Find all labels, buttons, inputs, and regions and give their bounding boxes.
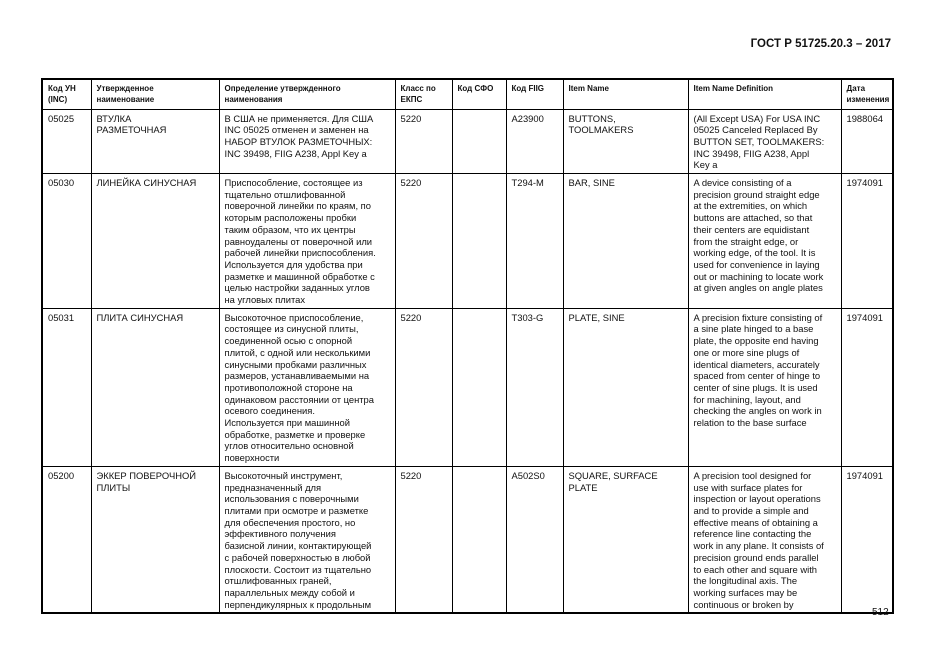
cell-fiig-code: A23900 [505,108,564,175]
cell-item-name: BUTTONS, TOOLMAKERS [562,108,689,175]
cell-approved-definition: Высокоточный инструмент, предназначенный… [218,465,396,614]
cell-approved-name: ЭККЕР ПОВЕРОЧНОЙ ПЛИТЫ [90,465,220,614]
cell-inc-code: 05200 [41,465,92,614]
table-row: 05031 ПЛИТА СИНУСНАЯ Высокоточное приспосо… [41,307,894,467]
header-approved-name: Утвержденное наименование [90,78,220,110]
cell-item-name: SQUARE, SURFACE PLATE [562,465,689,614]
header-sfo-code: Код СФО [451,78,507,110]
cell-approved-definition: В США не применяется. Для США INC 05025 … [218,108,396,175]
document-title: ГОСТ Р 51725.20.3 – 2017 [750,38,891,50]
cell-item-name: PLATE, SINE [562,307,689,467]
cell-ekps-class: 5220 [394,307,453,467]
page-number: 512 [872,607,889,618]
header-item-name-definition: Item Name Definition [687,78,842,110]
header-inc-code: Код УН (INC) [41,78,92,110]
cell-inc-code: 05025 [41,108,92,175]
cell-approved-name: ВТУЛКА РАЗМЕТОЧНАЯ [90,108,220,175]
cell-ekps-class: 5220 [394,173,453,309]
table-header-row: Код УН (INC) Утвержденное наименование Опр… [41,78,894,110]
cell-sfo-code [451,465,507,614]
cell-item-name-definition: A device consisting of a precision groun… [687,173,842,309]
cell-ekps-class: 5220 [394,108,453,175]
header-ekps-class: Класс по ЕКПС [394,78,453,110]
cell-sfo-code [451,307,507,467]
table-row: 05025 ВТУЛКА РАЗМЕТОЧНАЯ В США не применяе… [41,108,894,175]
cell-approved-definition: Высокоточное приспособление, состоящее и… [218,307,396,467]
cell-change-date: 1974091 [840,465,894,614]
cell-fiig-code: T303-G [505,307,564,467]
header-change-date: Дата изменения [840,78,894,110]
cell-change-date: 1988064 [840,108,894,175]
cell-change-date: 1974091 [840,307,894,467]
cell-item-name-definition: A precision tool designed for use with s… [687,465,842,614]
cell-ekps-class: 5220 [394,465,453,614]
cell-sfo-code [451,173,507,309]
header-fiig-code: Код FIIG [505,78,564,110]
table-row: 05200 ЭККЕР ПОВЕРОЧНОЙ ПЛИТЫ Высокоточный … [41,465,894,614]
cell-approved-name: ЛИНЕЙКА СИНУСНАЯ [90,173,220,309]
header-item-name: Item Name [562,78,689,110]
cell-fiig-code: T294-M [505,173,564,309]
cell-inc-code: 05030 [41,173,92,309]
cell-item-name-definition: A precision fixture consisting of a sine… [687,307,842,467]
cell-fiig-code: A502S0 [505,465,564,614]
cell-change-date: 1974091 [840,173,894,309]
cell-inc-code: 05031 [41,307,92,467]
table-row: 05030 ЛИНЕЙКА СИНУСНАЯ Приспособление, сос… [41,173,894,309]
cell-item-name-definition: (All Except USA) For USA INC 05025 Cance… [687,108,842,175]
cell-sfo-code [451,108,507,175]
inc-table: Код УН (INC) Утвержденное наименование Опр… [41,78,894,615]
cell-item-name: BAR, SINE [562,173,689,309]
header-approved-definition: Определение утвержденного наименования [218,78,396,110]
cell-approved-name: ПЛИТА СИНУСНАЯ [90,307,220,467]
cell-approved-definition: Приспособление, состоящее из тщательно о… [218,173,396,309]
